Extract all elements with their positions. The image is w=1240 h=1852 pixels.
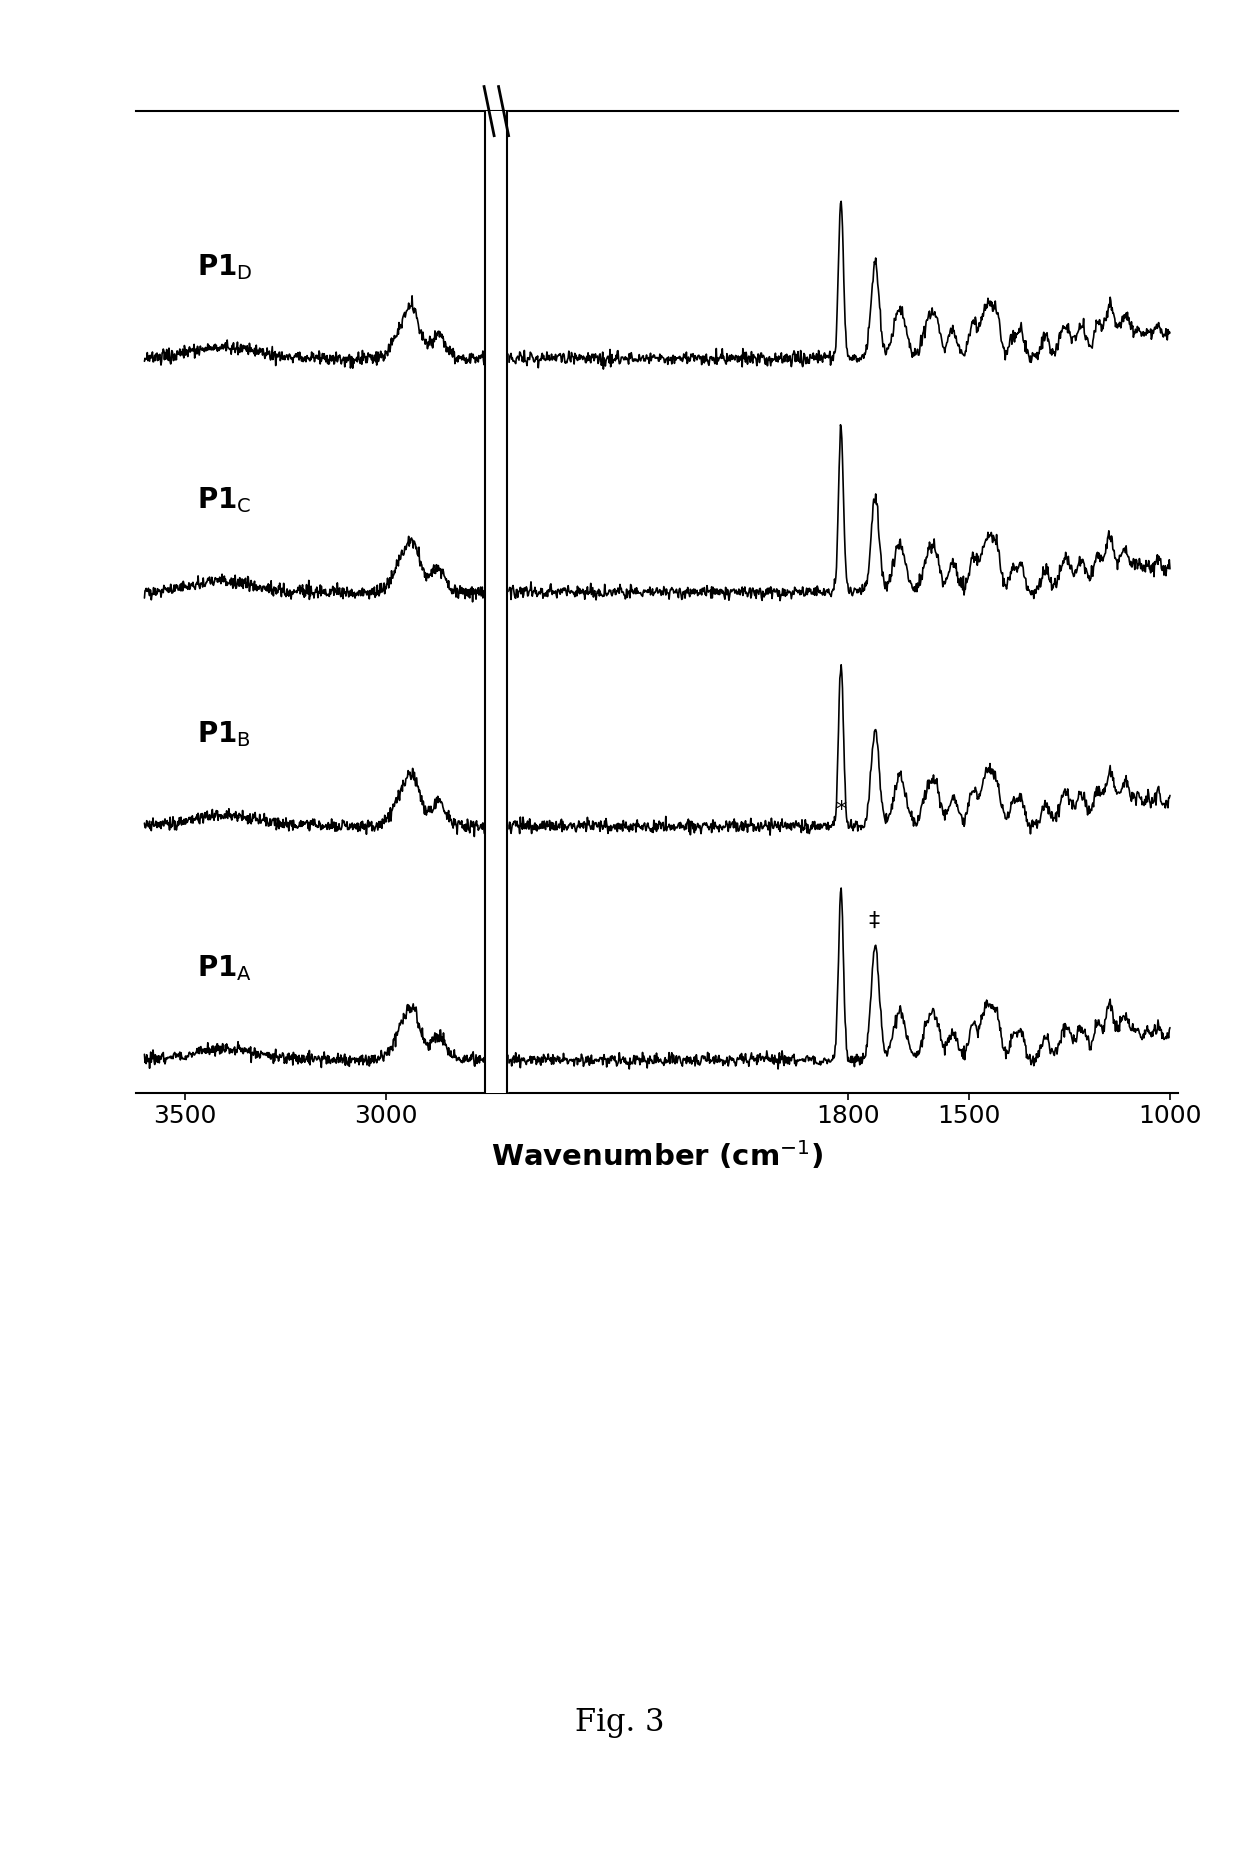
Text: *: *: [836, 800, 847, 820]
Text: ‡: ‡: [869, 911, 880, 930]
Bar: [485, 98, 507, 1106]
Text: P1$_\mathrm{A}$: P1$_\mathrm{A}$: [197, 954, 252, 983]
X-axis label: Wavenumber (cm$^{-1}$): Wavenumber (cm$^{-1}$): [491, 1139, 823, 1172]
Text: Fig. 3: Fig. 3: [575, 1708, 665, 1737]
Text: P1$_\mathrm{B}$: P1$_\mathrm{B}$: [197, 719, 250, 748]
Text: P1$_\mathrm{C}$: P1$_\mathrm{C}$: [197, 485, 252, 515]
Text: P1$_\mathrm{D}$: P1$_\mathrm{D}$: [197, 252, 253, 282]
